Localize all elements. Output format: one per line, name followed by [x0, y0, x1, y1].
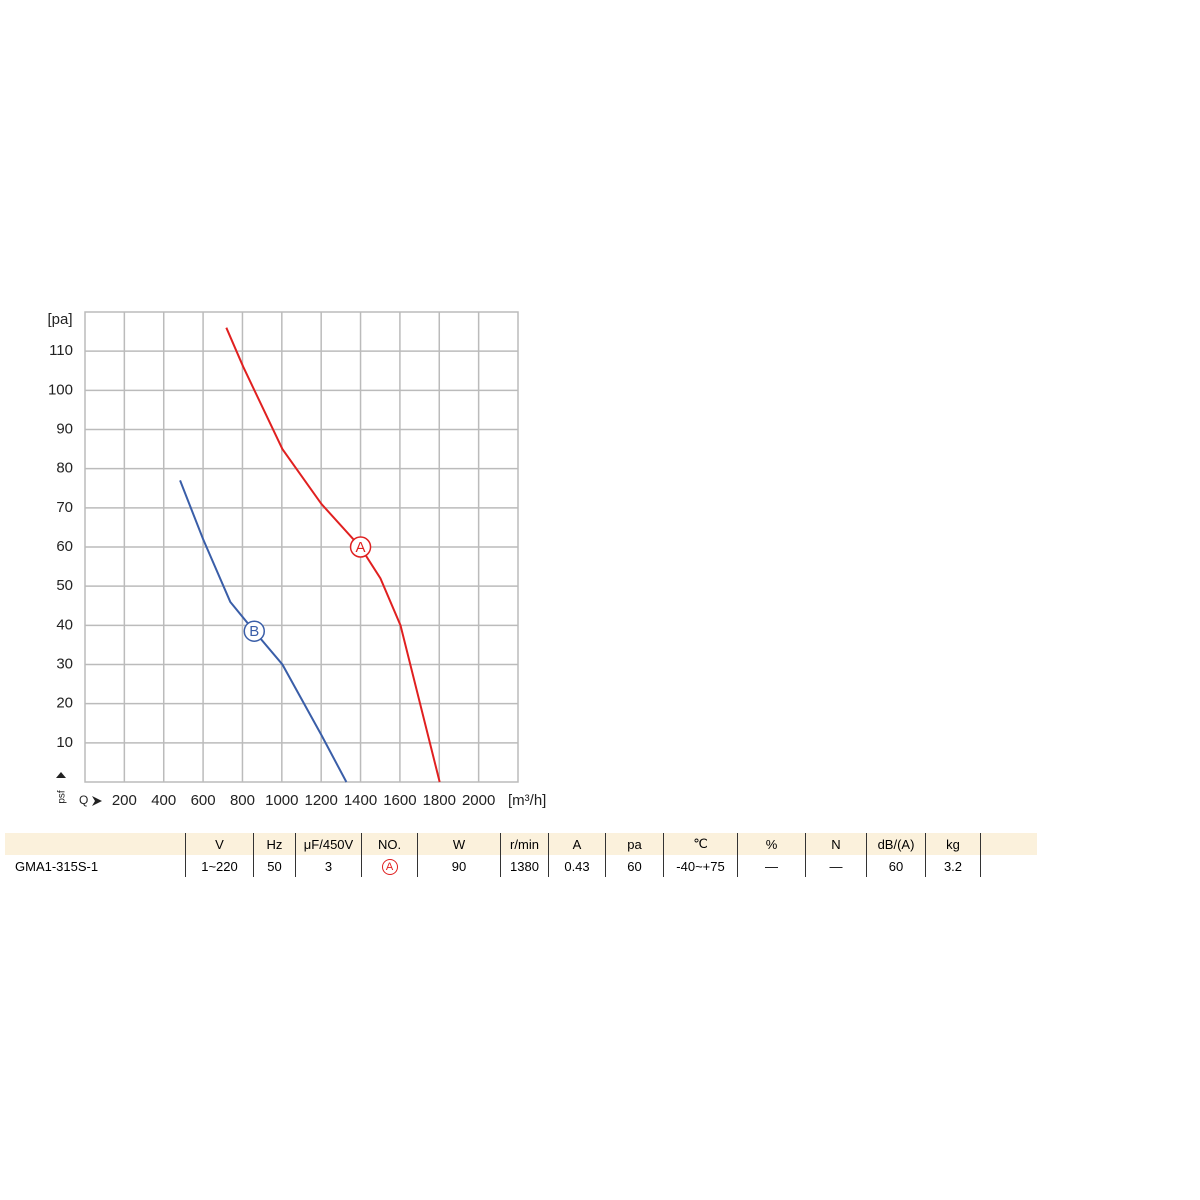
y-tick-label: 50 [56, 577, 73, 594]
curve-label: A [356, 539, 366, 556]
cell: 1380 [500, 855, 549, 877]
curve-marker [349, 536, 372, 558]
header-cell: kg [925, 833, 981, 855]
x-tick-label: 1200 [304, 792, 337, 809]
header-cell: r/min [500, 833, 549, 855]
x-tick-label: 1000 [265, 792, 298, 809]
x-tick-label: 200 [112, 792, 137, 809]
cell: 60 [605, 855, 664, 877]
curve [225, 327, 441, 783]
header-cell: NO. [361, 833, 418, 855]
header-cell: pa [605, 833, 664, 855]
x-label: [m³/h] [508, 792, 546, 809]
header-cell: ℃ [663, 833, 738, 855]
x-tick-label: 600 [191, 792, 216, 809]
y-tick-label: 80 [56, 460, 73, 477]
header-cell: N [805, 833, 867, 855]
y-tick-label: 90 [56, 420, 73, 437]
y-tick-label: 60 [56, 538, 73, 555]
cell: 3.2 [925, 855, 981, 877]
cell: -40~+75 [663, 855, 738, 877]
y-tick-label: 40 [56, 616, 73, 633]
cell: — [737, 855, 806, 877]
cell: 0.43 [548, 855, 606, 877]
curve-marker [243, 620, 266, 642]
x-arrow [92, 796, 102, 806]
cell: GMA1-315S-1 [15, 858, 99, 874]
cell: — [805, 855, 867, 877]
x-tick-label: 1400 [344, 792, 377, 809]
y-arrow [56, 772, 66, 778]
header-cell [980, 833, 1037, 855]
chart: [pa] psf Q [m³/h] 10 20 30 40 50 60 70 80 90 100 1… [47, 311, 546, 809]
y-tick-label: 10 [56, 734, 73, 751]
y-tick-label: 30 [56, 655, 73, 672]
x-tick-label: 800 [230, 792, 255, 809]
cell: 50 [253, 855, 296, 877]
x-tick-label: 1800 [423, 792, 456, 809]
cell [980, 855, 1037, 877]
y-tick-label: 110 [49, 342, 73, 359]
circled-label: A [381, 858, 398, 875]
header-cell [5, 833, 186, 855]
cell: A [361, 855, 418, 877]
cell: 1~220 [185, 855, 254, 877]
header-cell: Hz [253, 833, 296, 855]
header-cell: V [185, 833, 254, 855]
y-axis-symbol: psf [57, 790, 68, 804]
y-label: [pa] [47, 311, 72, 328]
header-cell: μF/450V [295, 833, 362, 855]
y-tick-label: 100 [48, 381, 73, 398]
data-row: GMA1-315S-1 1~220 50 3 A 90 1380 0.43 60 -40~+75—… [5, 855, 1037, 877]
header-cell: W [417, 833, 501, 855]
x-axis-symbol: Q [79, 793, 88, 807]
y-tick-label: 20 [56, 695, 73, 712]
cell: 3 [295, 855, 362, 877]
cell: 90 [417, 855, 501, 877]
cell: 60 [866, 855, 926, 877]
header-cell: % [737, 833, 806, 855]
x-tick-label: 2000 [462, 792, 495, 809]
y-tick-label: 70 [56, 499, 73, 516]
x-tick-label: 1600 [383, 792, 416, 809]
x-tick-label: 400 [151, 792, 176, 809]
curve-label: B [249, 623, 259, 640]
header-cell: dB/(A) [866, 833, 926, 855]
header-cell: A [548, 833, 606, 855]
